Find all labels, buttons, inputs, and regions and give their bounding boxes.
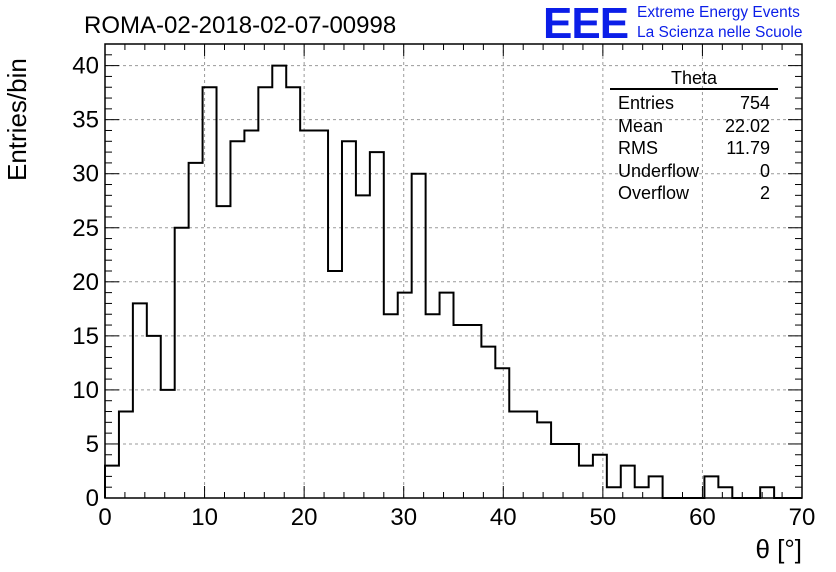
- histogram-bin: [314, 130, 328, 498]
- histogram-bin: [342, 141, 356, 498]
- x-tick-label: 40: [490, 504, 517, 531]
- stat-value: 11.79: [726, 138, 770, 158]
- plot-frame: [104, 43, 803, 499]
- histogram-bin: [523, 412, 537, 498]
- x-tick-label: 70: [789, 504, 816, 531]
- histogram-bin: [147, 336, 161, 498]
- x-tick-label: 60: [689, 504, 716, 531]
- histogram-bin: [718, 487, 732, 498]
- histogram-bin: [300, 130, 314, 498]
- stat-row-underflow: Underflow 0: [610, 160, 778, 183]
- histogram-bin: [509, 412, 523, 498]
- stat-label: Entries: [618, 93, 675, 113]
- x-axis-label: θ [°]: [755, 534, 802, 564]
- y-tick-label: 40: [72, 53, 99, 80]
- y-tick-label: 25: [72, 215, 99, 242]
- chart-title: ROMA-02-2018-02-07-00998: [84, 12, 397, 39]
- logo-tagline-2: La Scienza nelle Scuole: [637, 24, 803, 41]
- x-tick-label: 50: [590, 504, 617, 531]
- histogram-bin: [133, 303, 147, 498]
- y-tick-label: 0: [86, 485, 99, 512]
- x-tick-label: 10: [191, 504, 218, 531]
- histogram-bin: [481, 347, 495, 498]
- stat-label: Overflow: [618, 183, 690, 203]
- x-tick-label: 20: [291, 504, 318, 531]
- stats-box: Theta Entries 754 Mean 22.02 RMS 11.79 U…: [610, 68, 778, 205]
- histogram-bin: [607, 487, 621, 498]
- stat-value: 22.02: [724, 115, 770, 136]
- histogram-bin: [635, 487, 649, 498]
- y-tick-label: 15: [72, 323, 99, 350]
- histogram-bin: [565, 444, 579, 498]
- histogram-bin: [454, 325, 468, 498]
- histogram-bin: [189, 163, 203, 498]
- histogram-bin: [426, 314, 440, 498]
- y-tick-label: 5: [86, 431, 99, 458]
- stat-label: RMS: [618, 138, 658, 158]
- histogram-bin: [370, 152, 384, 498]
- x-tick-label: 30: [390, 504, 417, 531]
- histogram-bin: [649, 476, 663, 498]
- histogram-bin: [593, 455, 607, 498]
- histogram-bin: [384, 314, 398, 498]
- y-tick-label: 35: [72, 107, 99, 134]
- histogram-bin: [244, 130, 258, 498]
- stat-value: 754: [739, 93, 770, 113]
- histogram-bin: [398, 293, 412, 498]
- histogram-bin: [286, 87, 300, 498]
- eee-logo: EEE: [543, 0, 629, 48]
- stat-row-mean: Mean 22.02: [610, 115, 778, 138]
- stat-value: 0: [759, 160, 770, 181]
- histogram-bin: [258, 87, 272, 498]
- stat-label: Underflow: [618, 160, 700, 181]
- histogram-bin: [217, 206, 231, 498]
- y-tick-label: 30: [72, 161, 99, 188]
- stat-row-overflow: Overflow 2: [610, 182, 778, 205]
- y-tick-label: 10: [72, 377, 99, 404]
- histogram-bin: [328, 271, 342, 498]
- histogram-series: [104, 64, 802, 499]
- histogram-bin: [356, 195, 370, 498]
- histogram-bin: [467, 325, 481, 498]
- histogram-bin: [495, 368, 509, 498]
- stat-row-entries: Entries 754: [610, 92, 778, 115]
- y-tick-label: 20: [72, 269, 99, 296]
- stat-row-rms: RMS 11.79: [610, 137, 778, 160]
- histogram-bin: [551, 444, 565, 498]
- stat-value: 2: [759, 183, 770, 203]
- stat-label: Mean: [618, 115, 664, 136]
- histogram-bin: [537, 422, 551, 498]
- stats-title: Theta: [610, 68, 778, 90]
- histogram-bin: [579, 466, 593, 498]
- histogram-bin: [175, 228, 189, 498]
- histogram-bin: [105, 466, 119, 498]
- x-tick-label: 0: [98, 504, 111, 531]
- y-axis-label: Entries/bin: [2, 58, 32, 181]
- histogram-bin: [230, 141, 244, 498]
- logo-tagline-1: Extreme Energy Events: [637, 4, 800, 21]
- histogram-bin: [119, 412, 133, 498]
- histogram-bin: [440, 293, 454, 498]
- histogram-bin: [704, 476, 718, 498]
